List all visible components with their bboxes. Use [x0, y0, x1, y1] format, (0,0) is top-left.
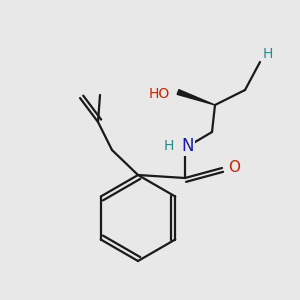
Text: H: H	[263, 47, 273, 61]
Text: O: O	[228, 160, 240, 175]
Text: N: N	[182, 137, 194, 155]
Text: H: H	[164, 139, 174, 153]
Text: HO: HO	[149, 87, 170, 101]
Polygon shape	[177, 90, 215, 105]
